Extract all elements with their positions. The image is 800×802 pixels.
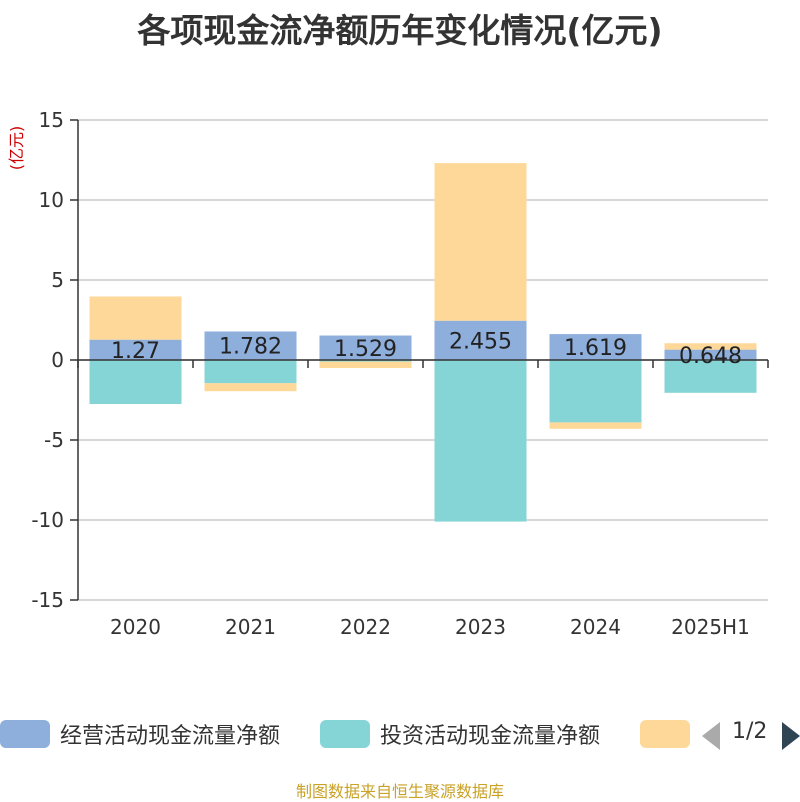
legend-next-arrow-icon[interactable]: [782, 722, 800, 750]
source-note: 制图数据来自恒生聚源数据库: [295, 782, 504, 801]
bar-1-2024: [549, 334, 642, 360]
bar-1-2022: [319, 335, 412, 360]
y-tick-label: -5: [44, 428, 64, 452]
bar-3-2020: [89, 296, 182, 340]
bar-2-2022: [319, 360, 412, 362]
legend-item[interactable]: 投资活动现金流量净额: [320, 714, 600, 754]
bar-1-2025H1: [664, 349, 757, 360]
bar-3-2021: [204, 383, 297, 392]
legend-swatch: [320, 720, 370, 748]
bar-3-2024: [549, 422, 642, 429]
x-tick-label: 2024: [570, 615, 621, 639]
bar-2-2021: [204, 360, 297, 384]
x-tick-label: 2025H1: [671, 615, 750, 639]
data-label: 1.782: [219, 335, 282, 360]
x-tick-label: 2021: [225, 615, 276, 639]
bar-1-2021: [204, 331, 297, 360]
y-tick-label: -15: [31, 588, 64, 612]
bar-2-2024: [549, 360, 642, 423]
data-label: 1.529: [334, 337, 397, 362]
chart-title: 各项现金流净额历年变化情况(亿元): [137, 11, 663, 50]
legend-swatch: [640, 720, 690, 748]
legend-page-indicator: 1/2: [732, 719, 768, 744]
bar-3-2025H1: [664, 343, 757, 350]
x-tick-label: 2023: [455, 615, 506, 639]
data-label: 2.455: [449, 329, 512, 354]
bar-2-2023: [434, 360, 527, 522]
cash-flow-chart: 15 10 5 0 -5 -10 -15 (亿元) 2020 2021 2022 2023 2024 2…: [7, 108, 769, 639]
legend: 经营活动现金流量净额 投资活动现金流量净额: [0, 714, 800, 754]
y-tick-label: 10: [39, 188, 64, 212]
legend-prev-arrow-icon[interactable]: [702, 722, 720, 750]
legend-swatch: [0, 720, 50, 748]
legend-label: 经营活动现金流量净额: [60, 724, 281, 749]
y-tick-label: 5: [51, 268, 64, 292]
bar-2-2020: [89, 360, 182, 404]
data-label: 1.619: [564, 336, 627, 361]
bar-1-2020: [89, 339, 182, 360]
legend-item[interactable]: 经营活动现金流量净额: [0, 714, 280, 754]
bar-3-2022: [319, 361, 412, 368]
data-label: 0.648: [679, 344, 742, 369]
bar-1-2023: [434, 320, 527, 360]
y-axis-unit: (亿元): [7, 126, 26, 171]
x-tick-label: 2022: [340, 615, 391, 639]
y-tick-label: -10: [31, 508, 64, 532]
data-label: 1.27: [111, 339, 160, 364]
bar-2-2025H1: [664, 360, 757, 393]
bar-3-2023: [434, 163, 527, 321]
y-tick-label: 0: [51, 348, 64, 372]
legend-label: 投资活动现金流量净额: [380, 724, 601, 749]
x-tick-label: 2020: [110, 615, 161, 639]
legend-item[interactable]: [640, 714, 700, 754]
y-tick-label: 15: [39, 108, 64, 132]
